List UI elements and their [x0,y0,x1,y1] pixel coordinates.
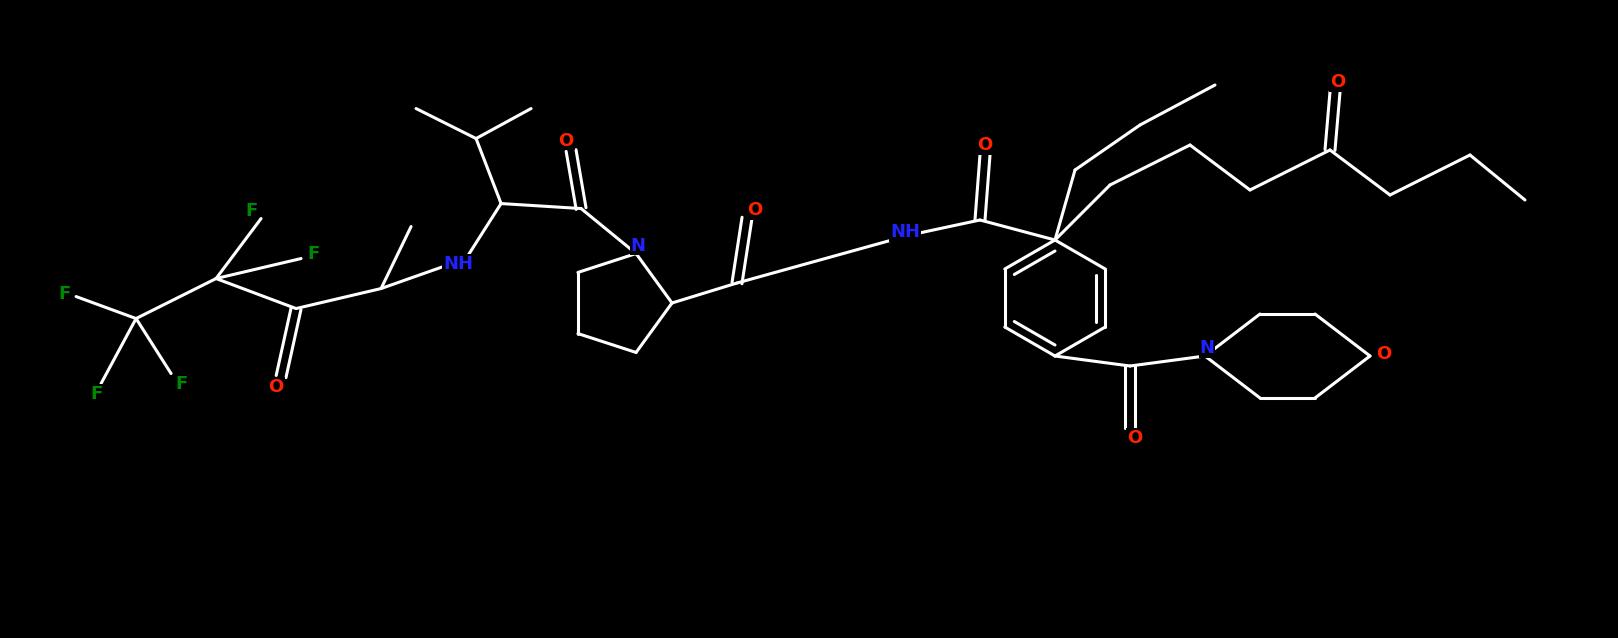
Text: O: O [558,131,574,149]
Text: F: F [91,385,102,403]
Text: O: O [748,201,762,219]
Text: O: O [1128,429,1142,447]
Text: O: O [1377,345,1391,363]
Text: F: F [307,244,319,263]
Text: O: O [977,136,992,154]
Text: F: F [175,375,188,392]
Text: N: N [1199,339,1215,357]
Text: O: O [269,378,283,396]
Text: O: O [1330,73,1346,91]
Text: NH: NH [890,223,921,241]
Text: NH: NH [443,255,472,272]
Text: N: N [631,237,646,255]
Text: F: F [58,285,70,302]
Text: F: F [244,202,257,219]
